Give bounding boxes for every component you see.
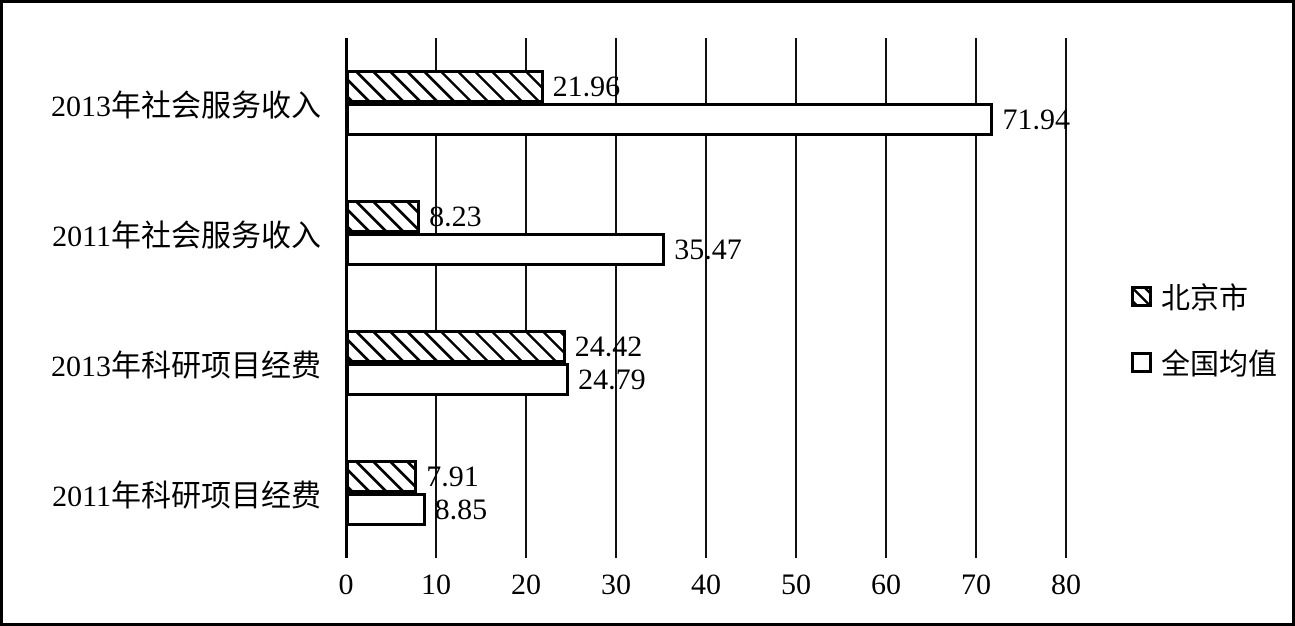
category-axis-line	[345, 38, 348, 558]
gridline	[885, 38, 887, 558]
gridline	[1065, 38, 1067, 558]
x-tick-label: 50	[781, 568, 811, 601]
bar-national-average	[346, 493, 426, 526]
value-label: 21.96	[552, 70, 621, 103]
legend-item: 北京市	[1131, 275, 1277, 317]
value-label: 24.79	[578, 363, 646, 396]
bar-national-average	[346, 103, 994, 136]
gridline	[435, 38, 437, 558]
category-label: 2013年社会服务收入	[51, 90, 321, 123]
bar-beijing	[346, 460, 418, 493]
x-tick-label: 40	[691, 568, 721, 601]
x-tick-label: 20	[511, 568, 541, 601]
gridline	[525, 38, 527, 558]
legend: 北京市 全国均值	[1131, 275, 1277, 383]
value-label: 8.85	[434, 493, 488, 526]
bar-national-average	[346, 363, 570, 396]
legend-swatch-national-average	[1131, 351, 1152, 373]
plot-area: 21.96 71.94 8.23 35.47 24.42 24.79 7.91 8.85	[345, 38, 1070, 558]
legend-label: 北京市	[1161, 283, 1249, 315]
category-label: 2011年科研项目经费	[52, 480, 321, 513]
bar-national-average	[346, 233, 666, 266]
category-label: 2011年社会服务收入	[52, 220, 321, 253]
gridline	[795, 38, 797, 558]
x-tick-label: 60	[871, 568, 901, 601]
x-tick-label: 30	[601, 568, 631, 601]
legend-swatch-beijing	[1131, 285, 1152, 307]
value-label: 24.42	[574, 330, 643, 363]
gridline	[615, 38, 617, 558]
legend-label: 全国均值	[1161, 349, 1278, 381]
bar-beijing	[346, 330, 566, 363]
x-tick-label: 80	[1051, 568, 1081, 601]
gridline	[975, 38, 977, 558]
category-label: 2013年科研项目经费	[51, 350, 321, 383]
x-tick-label: 10	[421, 568, 451, 601]
legend-item: 全国均值	[1131, 341, 1277, 383]
value-label: 71.94	[1002, 103, 1070, 136]
bar-beijing	[346, 70, 544, 103]
value-label: 35.47	[674, 233, 742, 266]
gridline	[705, 38, 707, 558]
value-label: 8.23	[429, 200, 482, 233]
value-label: 7.91	[426, 460, 479, 493]
x-tick-label: 0	[338, 568, 354, 601]
bar-beijing	[346, 200, 421, 233]
x-tick-label: 70	[961, 568, 991, 601]
